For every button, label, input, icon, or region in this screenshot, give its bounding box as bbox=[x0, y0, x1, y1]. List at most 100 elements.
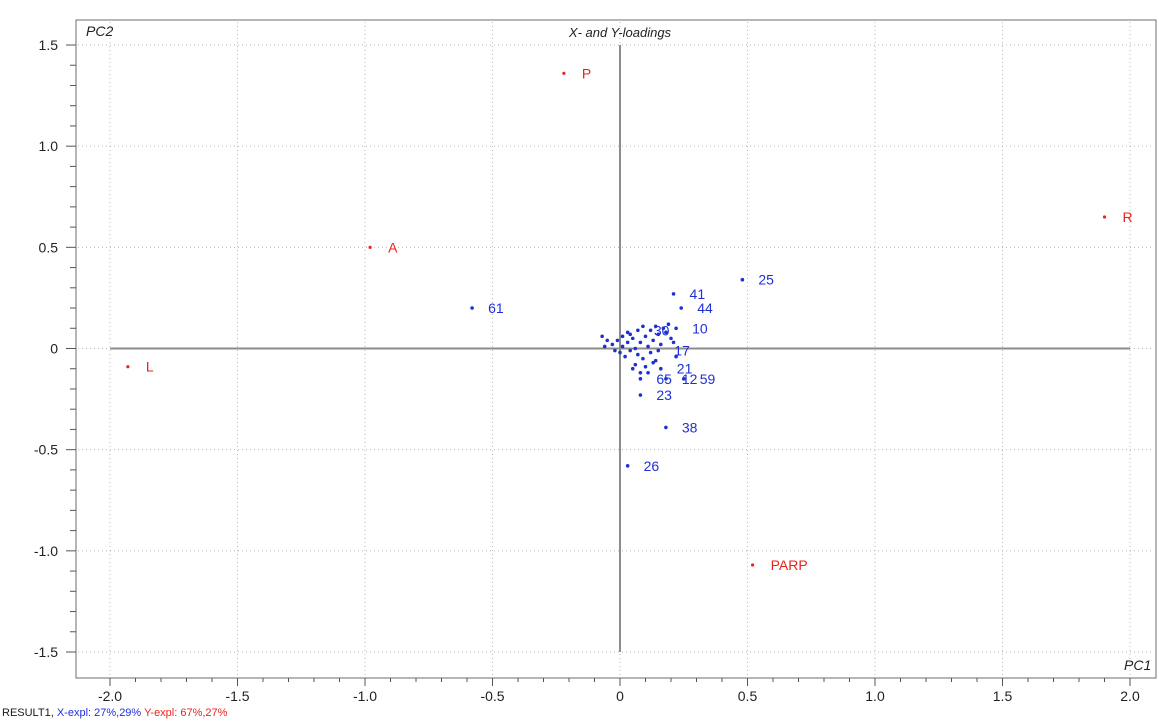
x-tick-label: 0.5 bbox=[738, 688, 758, 704]
x-loading-label: 26 bbox=[644, 458, 660, 474]
x-tick-label: 0 bbox=[616, 688, 624, 704]
x-loading-point bbox=[636, 352, 640, 357]
x-loading-point bbox=[633, 362, 638, 367]
x-loading-point bbox=[602, 344, 607, 349]
x-loading-point bbox=[679, 306, 683, 310]
x-loading-point bbox=[620, 334, 625, 339]
x-loading-point bbox=[659, 342, 663, 347]
x-loading-point bbox=[666, 322, 671, 327]
y-tick-label: 1.5 bbox=[39, 37, 59, 53]
y-tick-label: 0 bbox=[50, 341, 58, 357]
x-loading-point bbox=[630, 336, 635, 341]
x-loading-point bbox=[671, 292, 676, 296]
x-loading-point bbox=[470, 306, 474, 310]
chart-title: X- and Y-loadings bbox=[568, 25, 672, 40]
x-loading-point bbox=[625, 464, 630, 468]
y-loading-label: P bbox=[582, 65, 591, 81]
x-loading-point bbox=[661, 326, 666, 331]
x-tick-label: -2.0 bbox=[98, 688, 122, 704]
x-loading-point bbox=[625, 330, 630, 335]
x-axis-label: PC1 bbox=[1124, 657, 1151, 673]
x-loading-label: 61 bbox=[488, 300, 504, 316]
x-loading-point bbox=[625, 340, 630, 345]
y-loading-label: R bbox=[1123, 209, 1133, 225]
y-loading-point bbox=[1102, 215, 1107, 219]
x-tick-label: 1.5 bbox=[993, 688, 1013, 704]
x-loading-point bbox=[664, 377, 668, 381]
x-loading-point bbox=[651, 338, 655, 343]
x-tick-label: -1.0 bbox=[353, 688, 377, 704]
y-loading-label: L bbox=[146, 359, 154, 375]
y-loading-point bbox=[751, 563, 755, 567]
x-loading-point bbox=[656, 332, 661, 337]
x-loading-label: 38 bbox=[682, 419, 698, 435]
x-loading-point bbox=[681, 377, 686, 381]
x-loading-point bbox=[638, 340, 643, 345]
x-loading-point bbox=[638, 377, 643, 381]
x-loading-point bbox=[648, 350, 653, 355]
x-loading-point bbox=[648, 328, 653, 333]
x-loading-point bbox=[646, 370, 650, 375]
x-loading-point bbox=[653, 358, 658, 363]
result-name: RESULT1, bbox=[2, 707, 54, 719]
x-loading-point bbox=[636, 328, 640, 333]
x-loading-label: 41 bbox=[690, 286, 706, 302]
x-loading-point bbox=[659, 366, 663, 371]
x-loading-label: 59 bbox=[700, 371, 716, 387]
x-explained-variance: X-expl: 27%,29% bbox=[56, 707, 142, 719]
x-loading-point bbox=[646, 344, 650, 349]
y-tick-label: -1.5 bbox=[34, 644, 58, 660]
y-tick-label: -0.5 bbox=[34, 442, 58, 458]
x-loading-point bbox=[613, 348, 617, 353]
x-loading-label: 10 bbox=[692, 320, 708, 336]
x-loading-point bbox=[664, 425, 668, 430]
x-tick-label: 2.0 bbox=[1120, 688, 1140, 704]
y-loading-point bbox=[368, 245, 372, 249]
x-loading-point bbox=[600, 334, 604, 339]
x-loading-label: 44 bbox=[697, 300, 713, 316]
x-tick-label: 1.0 bbox=[865, 688, 885, 704]
y-axis-label: PC2 bbox=[86, 23, 113, 39]
x-loading-point bbox=[615, 338, 620, 343]
x-loading-point bbox=[674, 326, 678, 331]
y-loading-label: PARP bbox=[771, 557, 808, 573]
x-loading-point bbox=[638, 393, 643, 397]
x-loading-label: 23 bbox=[656, 387, 672, 403]
results-footer: RESULT1, X-expl: 27%,29% Y-expl: 67%,27% bbox=[2, 707, 227, 719]
x-loading-point bbox=[643, 334, 648, 339]
x-loading-point bbox=[643, 364, 648, 369]
x-tick-label: -1.5 bbox=[225, 688, 249, 704]
x-loading-label: 65 bbox=[656, 371, 672, 387]
x-loading-point bbox=[620, 344, 625, 349]
x-loading-label: 17 bbox=[674, 343, 690, 359]
x-loading-point bbox=[610, 342, 615, 347]
axis-layer: -2.0 -1.5 -1.0 -0.5 0 0.5 1.0 1.5 2.0 1.5 1.0 0.5 0 -… bbox=[34, 37, 1140, 704]
x-loading-point bbox=[664, 330, 668, 335]
x-loading-point bbox=[630, 366, 635, 371]
x-loading-point bbox=[740, 277, 745, 282]
x-loading-point bbox=[623, 354, 627, 359]
x-loading-point bbox=[674, 354, 678, 359]
x-loading-point bbox=[618, 350, 622, 355]
x-loading-point bbox=[669, 336, 673, 341]
x-loading-point bbox=[628, 332, 632, 337]
x-tick-label: -0.5 bbox=[480, 688, 504, 704]
x-loading-point bbox=[641, 356, 645, 361]
x-loading-point bbox=[653, 324, 658, 329]
y-tick-label: -1.0 bbox=[34, 543, 58, 559]
x-loading-point bbox=[641, 324, 645, 329]
x-loading-point bbox=[656, 348, 661, 353]
y-loading-point bbox=[562, 71, 566, 75]
x-loading-label: 21 bbox=[677, 361, 693, 377]
x-loading-point bbox=[671, 340, 676, 345]
x-loading-label: 12 bbox=[682, 371, 698, 387]
x-loading-label: 25 bbox=[758, 272, 774, 288]
y-tick-label: 0.5 bbox=[39, 239, 59, 255]
x-loading-point bbox=[651, 360, 655, 365]
y-loading-point bbox=[126, 365, 130, 369]
x-loading-point bbox=[633, 346, 638, 351]
